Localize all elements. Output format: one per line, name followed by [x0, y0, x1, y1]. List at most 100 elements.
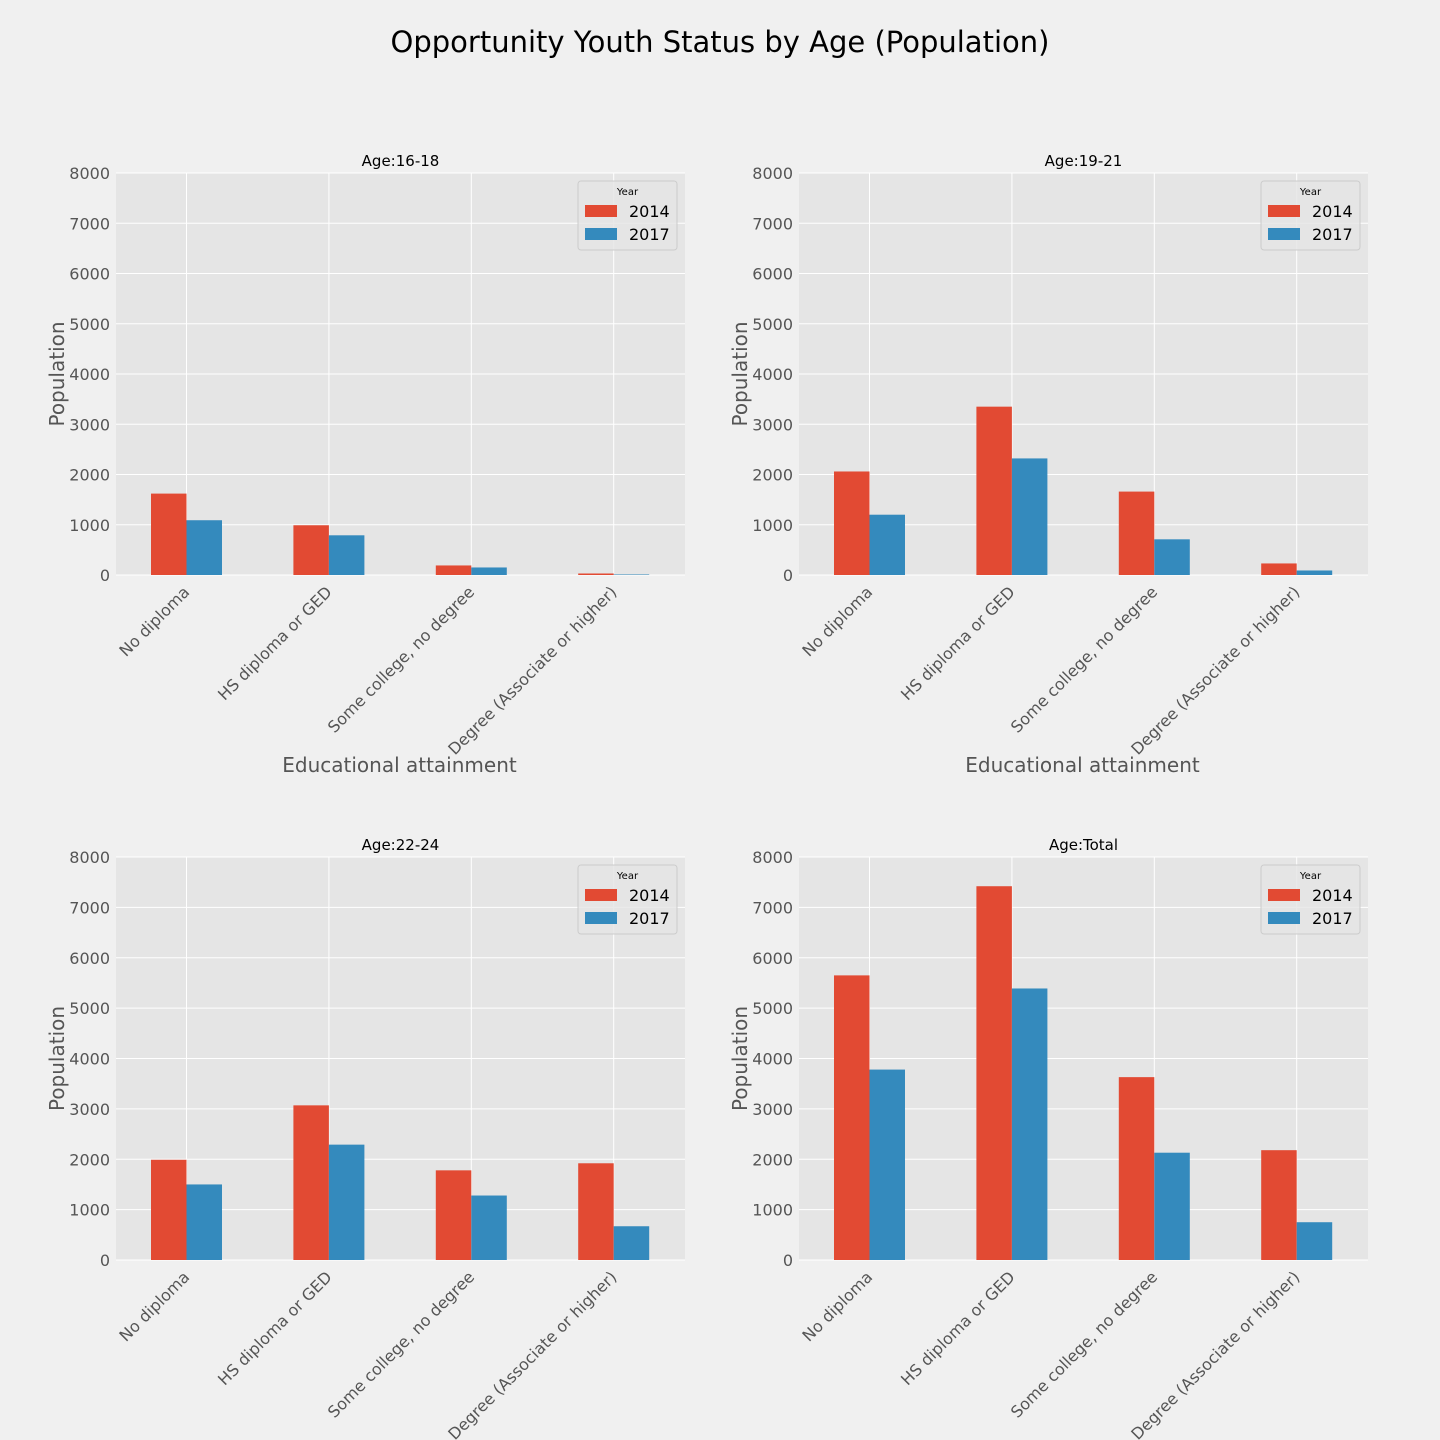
legend-title: Year — [616, 187, 639, 198]
legend-swatch-2017 — [585, 228, 617, 240]
bar-2014-1 — [834, 975, 870, 1260]
legend-label-2017: 2017 — [1312, 225, 1353, 244]
y-tick-label: 5000 — [752, 999, 793, 1018]
x-tick-label: No diploma — [115, 582, 193, 660]
bar-2017-3 — [1154, 539, 1190, 575]
x-tick-label: Some college, no degree — [1007, 1267, 1161, 1421]
x-tick-label: Degree (Associate or higher) — [1127, 1267, 1303, 1440]
legend: Year 2014 2017 — [577, 180, 678, 251]
y-tick-label: 6000 — [752, 265, 793, 284]
legend-title: Year — [1299, 187, 1322, 198]
bar-2014-2 — [976, 406, 1012, 575]
y-tick-label: 3000 — [752, 415, 793, 434]
y-tick-label: 2000 — [69, 1150, 110, 1169]
bar-2017-4 — [1296, 1222, 1333, 1260]
legend-label-2014: 2014 — [629, 202, 670, 221]
chart-panel-1: 0 1000 2000 3000 4000 5000 6000 7000 8000 No dipl… — [45, 152, 685, 777]
legend: Year 2014 2017 — [577, 864, 678, 935]
x-tick-label: Some college, no degree — [324, 1267, 478, 1421]
y-tick-label: 7000 — [752, 214, 793, 233]
legend-swatch-2014 — [585, 889, 617, 901]
x-tick-label: No diploma — [798, 582, 876, 660]
bar-2014-3 — [1118, 491, 1155, 575]
legend-title: Year — [616, 871, 639, 882]
y-tick-label: 4000 — [752, 365, 793, 384]
bar-2014-1 — [151, 1159, 187, 1260]
bar-2017-2 — [328, 535, 365, 575]
y-tick-label: 2000 — [69, 466, 110, 485]
x-tick-label: No diploma — [115, 1267, 193, 1345]
legend-swatch-2017 — [1268, 912, 1300, 924]
y-tick-label: 0 — [100, 566, 110, 585]
panel-title: Age:Total — [1049, 836, 1118, 854]
legend-label-2017: 2017 — [629, 225, 670, 244]
bar-2017-4 — [1296, 570, 1333, 575]
bar-2014-2 — [293, 1105, 329, 1260]
y-tick-label: 5000 — [752, 315, 793, 334]
bar-2014-4 — [1261, 563, 1297, 575]
bar-2014-4 — [1261, 1150, 1297, 1260]
x-tick-label: Degree (Associate or higher) — [1127, 582, 1303, 758]
bar-2017-2 — [1011, 458, 1048, 575]
y-tick-label: 1000 — [752, 516, 793, 535]
legend-swatch-2014 — [1268, 889, 1300, 901]
y-tick-label: 0 — [100, 1251, 110, 1270]
bar-2017-1 — [869, 1069, 905, 1260]
x-tick-label: Degree (Associate or higher) — [444, 582, 620, 758]
legend-title: Year — [1299, 871, 1322, 882]
bar-2017-3 — [1154, 1152, 1190, 1260]
bar-2017-2 — [1011, 988, 1048, 1260]
y-tick-label: 8000 — [752, 848, 793, 867]
y-tick-label: 8000 — [752, 164, 793, 183]
bar-2014-3 — [435, 565, 472, 575]
y-tick-label: 0 — [783, 566, 793, 585]
legend: Year 2014 2017 — [1260, 180, 1361, 251]
legend-label-2014: 2014 — [1312, 886, 1353, 905]
legend-swatch-2014 — [1268, 205, 1300, 217]
y-tick-label: 6000 — [69, 949, 110, 968]
bar-2017-1 — [186, 520, 222, 575]
y-tick-label: 7000 — [69, 214, 110, 233]
legend-label-2017: 2017 — [629, 909, 670, 928]
bar-2017-3 — [471, 1195, 507, 1260]
y-tick-label: 4000 — [69, 365, 110, 384]
legend-swatch-2017 — [585, 912, 617, 924]
bar-2014-1 — [151, 493, 187, 575]
x-tick-label: Some college, no degree — [1007, 582, 1161, 736]
bar-2014-3 — [435, 1170, 472, 1260]
legend-label-2014: 2014 — [629, 886, 670, 905]
y-tick-label: 5000 — [69, 315, 110, 334]
bar-2014-2 — [293, 525, 329, 575]
y-tick-label: 8000 — [69, 164, 110, 183]
y-tick-label: 1000 — [752, 1201, 793, 1220]
x-axis-label: Educational attainment — [965, 753, 1200, 777]
bar-2017-1 — [186, 1184, 222, 1260]
bar-2014-4 — [578, 573, 614, 575]
y-tick-label: 6000 — [752, 949, 793, 968]
x-tick-label: HS diploma or GED — [897, 582, 1019, 704]
bar-2014-1 — [834, 471, 870, 575]
x-axis-label: Educational attainment — [282, 753, 517, 777]
y-tick-label: 1000 — [69, 1201, 110, 1220]
bar-2017-1 — [869, 514, 905, 575]
y-axis-label: Population — [45, 321, 69, 426]
y-tick-label: 2000 — [752, 466, 793, 485]
x-tick-label: Degree (Associate or higher) — [444, 1267, 620, 1440]
legend-swatch-2014 — [585, 205, 617, 217]
x-tick-label: HS diploma or GED — [214, 582, 336, 704]
y-tick-label: 2000 — [752, 1150, 793, 1169]
y-tick-label: 7000 — [752, 898, 793, 917]
chart-panel-3: 0 1000 2000 3000 4000 5000 6000 7000 8000 No dipl… — [45, 836, 685, 1440]
y-tick-label: 4000 — [69, 1050, 110, 1069]
y-tick-label: 5000 — [69, 999, 110, 1018]
y-tick-label: 4000 — [752, 1050, 793, 1069]
figure-title: Opportunity Youth Status by Age (Populat… — [391, 25, 1050, 59]
chart-panel-2: 0 1000 2000 3000 4000 5000 6000 7000 8000 No dipl… — [728, 152, 1368, 777]
bar-2017-4 — [613, 574, 650, 575]
y-axis-label: Population — [45, 1006, 69, 1111]
bar-2014-4 — [578, 1163, 614, 1260]
y-tick-label: 8000 — [69, 848, 110, 867]
x-tick-label: No diploma — [798, 1267, 876, 1345]
bar-2014-2 — [976, 886, 1012, 1260]
